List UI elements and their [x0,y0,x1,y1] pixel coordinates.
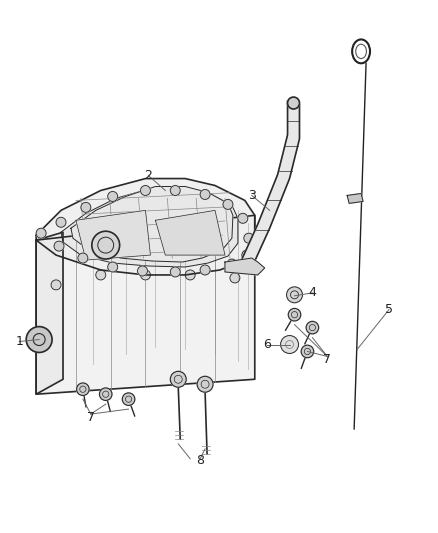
Polygon shape [61,189,238,267]
Circle shape [230,273,240,283]
Circle shape [81,203,91,212]
Circle shape [244,233,254,243]
Circle shape [36,228,46,238]
Circle shape [54,241,64,251]
Circle shape [138,266,148,276]
Circle shape [78,253,88,263]
Circle shape [306,321,319,334]
Circle shape [227,259,237,269]
Circle shape [301,345,314,358]
Circle shape [122,393,135,406]
Circle shape [77,383,89,395]
Circle shape [242,250,252,260]
Circle shape [223,199,233,209]
Text: 1: 1 [15,335,23,348]
Circle shape [99,388,112,400]
Circle shape [200,190,210,199]
Circle shape [108,191,118,201]
Polygon shape [155,211,225,255]
Circle shape [288,97,300,109]
Text: 4: 4 [308,286,316,300]
Polygon shape [36,215,255,394]
Circle shape [51,280,61,290]
Polygon shape [71,187,233,262]
Circle shape [200,265,210,275]
Text: 6: 6 [263,338,271,351]
Text: 3: 3 [248,189,256,202]
Circle shape [281,336,298,353]
Text: 5: 5 [385,303,393,316]
Polygon shape [36,232,63,394]
Circle shape [26,327,52,352]
Circle shape [286,287,303,303]
Text: 7: 7 [323,353,331,366]
Circle shape [108,262,118,272]
Text: 7: 7 [87,410,95,424]
Polygon shape [238,101,300,272]
Circle shape [56,217,66,227]
Polygon shape [347,193,363,204]
Circle shape [185,270,195,280]
Circle shape [197,376,213,392]
Circle shape [288,309,301,321]
Circle shape [170,372,186,387]
Circle shape [238,213,248,223]
Polygon shape [225,258,265,275]
Text: 2: 2 [145,169,152,182]
Circle shape [170,185,180,196]
Circle shape [92,231,120,259]
Circle shape [141,270,150,280]
Polygon shape [76,211,150,260]
Circle shape [96,270,106,280]
Circle shape [170,267,180,277]
Circle shape [141,185,150,196]
Polygon shape [36,179,255,275]
Text: 8: 8 [196,454,204,467]
